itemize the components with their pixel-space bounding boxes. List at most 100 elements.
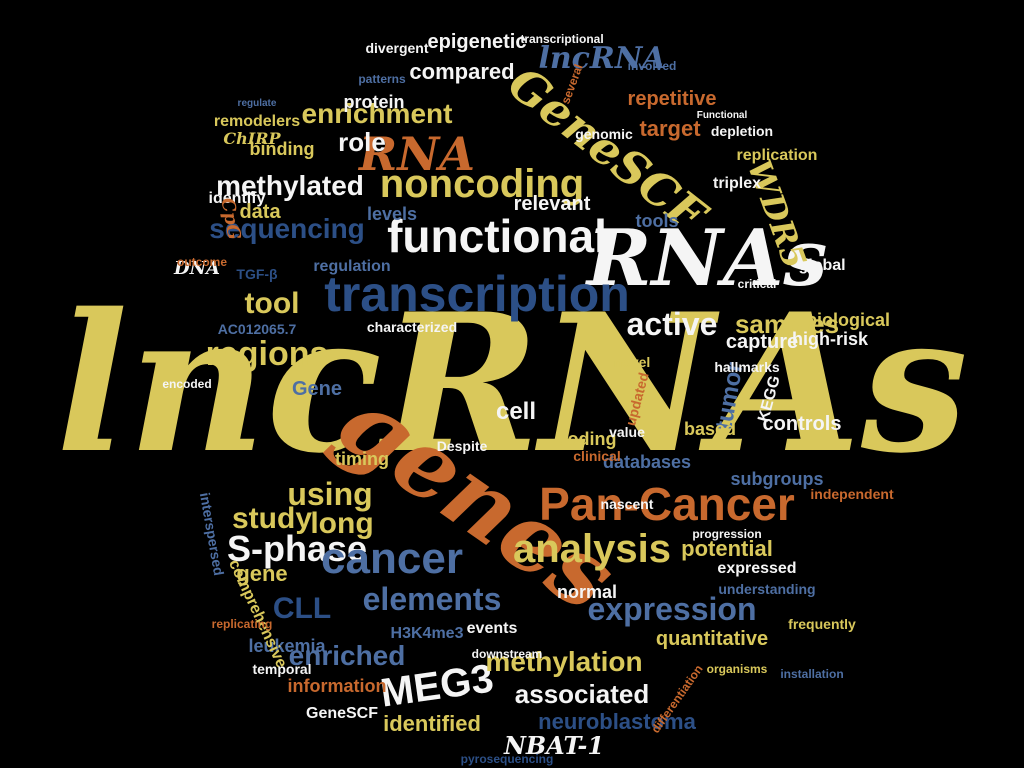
word-despite: Despite — [436, 438, 488, 454]
word-epigenetic: epigenetic — [427, 31, 527, 53]
word-critical: critical — [737, 277, 777, 291]
word-potential: potential — [681, 536, 773, 561]
word-lncrnas: lncRNAs — [56, 272, 968, 495]
word-neuroblastoma: neuroblastoma — [538, 709, 696, 734]
word-gene: gene — [236, 561, 288, 586]
word-genescf-small: GeneSCF — [305, 705, 379, 722]
word-installation: installation — [780, 667, 844, 681]
word-rnas: RNAs — [586, 213, 828, 304]
word-regulation: regulation — [313, 258, 391, 275]
word-triplex: triplex — [712, 175, 762, 192]
word-interspersed: interspersed — [196, 491, 228, 577]
word-target: target — [639, 116, 701, 141]
word-cell: cell — [495, 398, 537, 425]
word-protein: protein — [343, 92, 405, 112]
word-pyrosequencing: pyrosequencing — [460, 752, 554, 766]
word-normal: normal — [556, 582, 618, 602]
word-identify-2: identify — [208, 190, 266, 207]
word-capture-2: capture — [725, 331, 799, 353]
word-involved: involved — [627, 59, 677, 73]
word-relevant: relevant — [513, 193, 591, 215]
word-analysis: analysis — [513, 527, 671, 571]
word-outcome: outcome — [176, 255, 228, 269]
word-compared: compared — [409, 59, 515, 84]
word-coding: coding — [557, 429, 617, 449]
word-s-phase: S-phase — [226, 528, 368, 569]
word-methylated: methylated — [216, 170, 364, 201]
word-enrichment: enrichment — [301, 98, 453, 129]
word-characterized: characterized — [366, 319, 458, 335]
word-study: study — [231, 502, 313, 535]
word-nbat1: NBAT-1 — [503, 731, 605, 760]
word-methylation: methylation — [485, 646, 643, 677]
word-replicating: replicating — [211, 617, 273, 631]
word-timing: timing — [335, 449, 389, 469]
word-organisms: organisms — [706, 662, 768, 676]
word-transcription: transcription — [324, 266, 630, 322]
word-events: events — [466, 620, 518, 637]
word-chirp: ChIRP — [223, 129, 281, 148]
word-h3k4me3: H3K4me3 — [390, 625, 464, 642]
word-information: information — [287, 676, 387, 696]
word-controls: controls — [762, 413, 842, 435]
word-remodelers: remodelers — [213, 113, 301, 130]
word-biological-2: biological — [805, 310, 891, 330]
word-gene-cap: Gene — [291, 378, 343, 400]
word-depletion: depletion — [710, 123, 774, 139]
word-regions: regions — [205, 335, 329, 373]
word-sequencing: sequencing — [209, 213, 365, 244]
word-noncoding: noncoding — [379, 162, 585, 206]
word-rna: RNA — [359, 127, 475, 181]
word-associated: associated — [514, 679, 650, 709]
word-binding: binding — [249, 139, 315, 159]
word-cll: CLL — [272, 592, 332, 625]
word-role: role — [338, 127, 386, 157]
word-replication: replication — [736, 147, 818, 164]
word-tgfb: TGF-β — [236, 266, 278, 282]
word-patterns: patterns — [358, 72, 406, 86]
word-novel: novel — [613, 354, 651, 370]
word-tool: tool — [244, 287, 300, 320]
word-high-risk-2: high-risk — [791, 329, 869, 349]
word-divergent: divergent — [365, 40, 429, 56]
word-leukemia: leukemia — [248, 636, 326, 656]
word-transcriptional: transcriptional — [520, 32, 604, 46]
word-cancer: cancer — [321, 534, 463, 583]
word-subgroups: subgroups — [730, 469, 824, 489]
word-enriched: enriched — [288, 640, 406, 671]
word-encoded: encoded — [162, 377, 212, 391]
word-using: using — [287, 476, 373, 512]
word-functional: functional — [387, 210, 607, 262]
word-independent: independent — [810, 486, 894, 502]
word-progression: progression — [692, 527, 762, 541]
word-levels: levels — [366, 204, 418, 224]
word-data: data — [239, 201, 281, 223]
word-clinical-2: clinical — [573, 448, 621, 464]
word-expression: expression — [587, 591, 757, 627]
word-temporal: temporal — [252, 661, 312, 677]
word-understanding: understanding — [718, 581, 816, 597]
word-identified: identified — [383, 711, 481, 736]
word-nascent-2: nascent — [600, 496, 654, 512]
word-frequently: frequently — [788, 616, 856, 632]
word-dna: DNA — [173, 258, 221, 279]
word-pan-cancer: Pan-Cancer — [539, 478, 795, 530]
word-functional-small: Functional — [696, 110, 748, 121]
word-databases: databases — [602, 452, 692, 472]
word-repetitive: repetitive — [627, 88, 717, 110]
word-based: based — [683, 419, 737, 439]
word-active: active — [626, 306, 718, 342]
word-elements: elements — [362, 581, 502, 617]
word-ac012065: AC012065.7 — [217, 321, 297, 337]
word-expressed: expressed — [717, 560, 797, 577]
word-hallmarks: hallmarks — [714, 359, 780, 375]
word-quantitative: quantitative — [655, 628, 769, 650]
word-global: global — [798, 257, 846, 274]
word-downstream: downstream — [471, 647, 543, 661]
word-tools: tools — [635, 211, 679, 231]
word-regulate: regulate — [237, 98, 277, 109]
word-lncrna: lncRNA — [538, 41, 666, 76]
word-long: long — [310, 507, 374, 540]
word-genomic: genomic — [575, 126, 633, 142]
